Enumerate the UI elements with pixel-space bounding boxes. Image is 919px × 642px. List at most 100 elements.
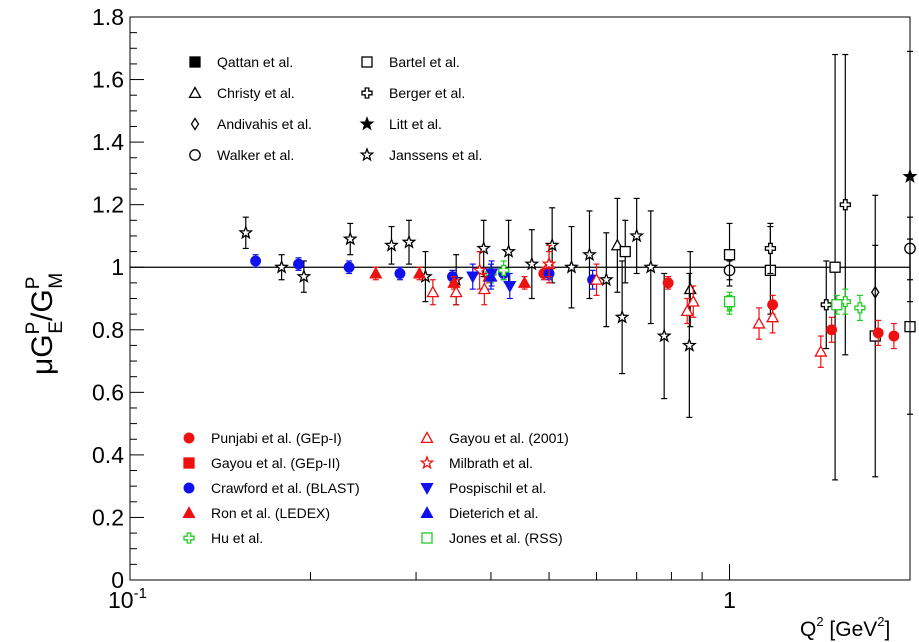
y-axis-label: μGP E/GP M <box>23 273 67 375</box>
data-point <box>274 259 290 274</box>
legend-marker <box>359 116 375 131</box>
legend-marker <box>189 149 201 161</box>
data-point <box>250 255 262 267</box>
data-point <box>238 224 254 240</box>
legend-label: Hu et al. <box>211 530 263 546</box>
legend-marker <box>182 506 196 519</box>
series-milbrath-et-al- <box>472 244 557 290</box>
data-point <box>472 262 488 277</box>
data-point <box>854 302 866 314</box>
data-point <box>662 277 674 289</box>
legend-marker <box>420 506 434 519</box>
series-litt-et-al- <box>902 50 918 303</box>
y-tick-label: 0.6 <box>92 379 124 405</box>
legend-marker <box>420 482 434 495</box>
data-point <box>466 271 480 284</box>
legend-marker <box>183 482 195 494</box>
data-point <box>681 337 697 352</box>
x-tick-label: 10-1 <box>108 585 147 613</box>
legend-label: Crawford et al. (BLAST) <box>211 480 360 496</box>
data-point <box>643 259 659 274</box>
legend-marker <box>183 432 195 444</box>
data-point <box>544 237 560 252</box>
data-point <box>619 245 631 258</box>
y-tick-label: 1.2 <box>92 192 124 218</box>
data-point <box>412 266 427 279</box>
data-point <box>524 256 540 271</box>
y-tick-label: 0.2 <box>92 504 124 530</box>
data-point <box>369 266 383 279</box>
data-point <box>401 234 417 249</box>
data-point <box>683 282 697 295</box>
legend-marker <box>189 56 201 68</box>
y-tick-label: 0.8 <box>92 317 124 343</box>
data-point <box>342 231 358 246</box>
data-point <box>723 295 736 308</box>
legend-label: Andivahis et al. <box>217 116 312 132</box>
legend-label: Christy et al. <box>217 85 295 101</box>
series-janssens-et-al- <box>238 197 697 418</box>
x-axis-label: Q2 [GeV2] <box>800 614 890 641</box>
series-dieterich-et-al- <box>484 263 498 290</box>
legend-label: Bartel et al. <box>389 54 460 70</box>
legend-label: Dieterich et al. <box>449 505 538 521</box>
legend-marker <box>361 56 373 68</box>
data-point <box>839 199 851 211</box>
legend-label: Gayou et al. (2001) <box>449 430 569 446</box>
y-tick-label: 0.4 <box>92 442 124 468</box>
legend-lower: Punjabi et al. (GEp-I) Gayou et al. (2001… <box>182 430 569 546</box>
legend-label: Jones et al. (RSS) <box>449 530 563 546</box>
data-point <box>598 271 614 287</box>
data-point <box>723 249 736 261</box>
legend-label: Pospischil et al. <box>449 480 546 496</box>
data-point <box>501 243 517 258</box>
data-point <box>826 324 838 336</box>
series-jones-et-al-rss- <box>723 291 843 315</box>
legend-label: Walker et al. <box>217 147 294 163</box>
data-point <box>872 327 884 339</box>
series-walker-et-al- <box>723 216 916 281</box>
legend-marker <box>419 455 435 470</box>
data-point <box>564 259 579 274</box>
data-point <box>831 299 843 311</box>
legends: Qattan et al. Bartel et al. Christy et al.… <box>182 54 569 546</box>
legend-label: Qattan et al. <box>217 54 293 70</box>
legend-marker <box>188 86 202 99</box>
legend-label: Ron et al. (LEDEX) <box>211 505 330 521</box>
data-point <box>686 294 700 307</box>
axes: 0 0.2 0.4 0.6 0.8 1 1.2 1.4 1.6 1.8 10-1 1 <box>92 4 911 613</box>
data-point <box>888 330 900 342</box>
legend-marker <box>420 431 434 444</box>
legend-label: Milbrath et al. <box>449 455 533 471</box>
data-point <box>384 237 399 252</box>
data-point <box>589 272 604 285</box>
series-bartel-et-al- <box>619 53 916 481</box>
y-tick-label: 0 <box>111 567 124 593</box>
data-point <box>541 256 557 271</box>
legend-label: Punjabi et al. (GEp-I) <box>211 430 342 446</box>
legend-marker <box>183 532 195 544</box>
data-point <box>764 242 777 255</box>
series-pospischil-et-al- <box>466 260 517 300</box>
data-point <box>498 264 510 277</box>
legend-label: Janssens et al. <box>389 147 482 163</box>
data-point <box>582 246 597 262</box>
data-point <box>656 328 672 343</box>
legend-label: Berger et al. <box>389 85 465 101</box>
y-tick-label: 1.6 <box>92 67 124 93</box>
data-point <box>394 268 406 279</box>
data-point <box>449 285 463 298</box>
data-point <box>614 309 630 324</box>
legend-label: Gayou et al. (GEp-II) <box>211 455 340 471</box>
data-point <box>629 227 645 243</box>
series-andivahis-et-al- <box>870 244 880 340</box>
legend-marker <box>359 147 375 162</box>
data-point <box>426 285 440 298</box>
data-point <box>829 261 841 273</box>
data-point <box>814 344 828 357</box>
data-point <box>680 304 694 317</box>
data-point <box>476 240 492 255</box>
legend-marker <box>421 532 433 544</box>
y-tick-label: 1 <box>111 254 124 280</box>
